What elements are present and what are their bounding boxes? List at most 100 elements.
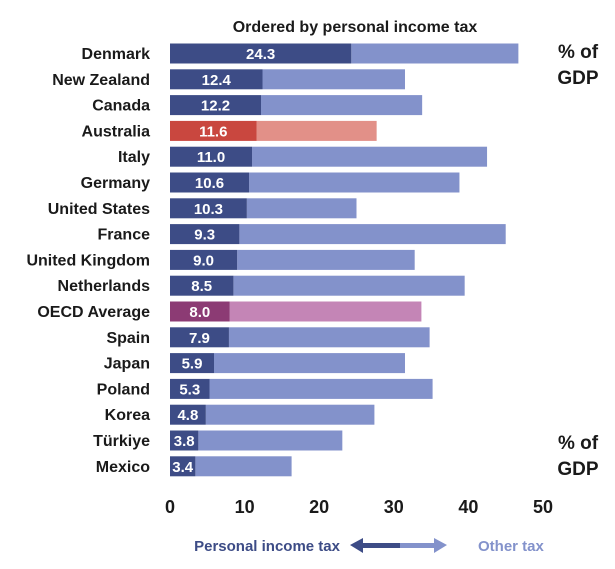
- data-label: 7.9: [189, 330, 210, 347]
- bar-other-tax: [261, 95, 423, 116]
- data-label: 11.0: [197, 149, 225, 166]
- bar-other-tax: [252, 146, 488, 167]
- bar-personal-income-tax: [170, 301, 230, 322]
- legend-personal-income-tax: Personal income tax: [194, 538, 341, 555]
- bar-other-tax: [209, 378, 433, 399]
- bar-other-tax: [195, 456, 292, 477]
- data-label: 5.3: [179, 381, 200, 398]
- tick-label: 20: [309, 497, 329, 517]
- chart-title: Ordered by personal income tax: [233, 19, 478, 36]
- bar-personal-income-tax: [170, 430, 199, 451]
- bar-personal-income-tax: [170, 146, 253, 167]
- bar-row-united-states: United States 10.3: [48, 198, 357, 219]
- data-label: 4.8: [177, 407, 198, 424]
- bar-rows: Denmark 24.3 New Zealand 12.4 Canada 12.2 Aust…: [26, 43, 519, 477]
- bar-personal-income-tax: [170, 69, 263, 90]
- data-label: 24.3: [246, 46, 275, 63]
- bar-row-germany: Germany 10.6: [81, 172, 460, 193]
- data-label: 3.8: [174, 433, 195, 450]
- bar-personal-income-tax: [170, 198, 247, 219]
- bar-row-france: France 9.3: [98, 224, 506, 245]
- category-label: Spain: [106, 330, 150, 347]
- bar-other-tax: [229, 301, 422, 322]
- tick-label: 30: [384, 497, 404, 517]
- bar-other-tax: [256, 120, 377, 141]
- bar-other-tax: [205, 404, 375, 425]
- bar-row-netherlands: Netherlands 8.5: [58, 275, 465, 296]
- bar-row-t-rkiye: Türkiye 3.8: [93, 430, 343, 451]
- unit-label-top-line2: GDP: [557, 68, 599, 89]
- unit-label-top-line1: % of: [558, 42, 599, 63]
- category-label: Poland: [97, 381, 150, 398]
- data-label: 10.6: [195, 175, 224, 192]
- data-label: 9.3: [194, 227, 215, 244]
- bar-row-oecd-average: OECD Average 8.0: [37, 301, 422, 322]
- bar-personal-income-tax: [170, 327, 229, 348]
- category-label: Japan: [104, 356, 150, 373]
- bar-other-tax: [246, 198, 357, 219]
- tick-label: 40: [458, 497, 478, 517]
- data-label: 12.2: [201, 98, 230, 115]
- bar-personal-income-tax: [170, 249, 238, 270]
- legend-other-tax: Other tax: [478, 538, 545, 555]
- legend-arrow-personal-icon: [350, 538, 400, 553]
- tick-label: 10: [235, 497, 255, 517]
- bar-row-new-zealand: New Zealand 12.4: [52, 69, 405, 90]
- bar-personal-income-tax: [170, 120, 257, 141]
- category-label: France: [98, 227, 151, 244]
- bar-row-mexico: Mexico 3.4: [96, 456, 292, 477]
- category-label: Germany: [81, 175, 150, 192]
- bar-row-poland: Poland 5.3: [97, 378, 433, 399]
- bar-row-spain: Spain 7.9: [106, 327, 430, 348]
- bar-other-tax: [351, 43, 519, 64]
- unit-label-bottom: % of GDP: [557, 433, 599, 480]
- x-axis-ticks: 0 10 20 30 40 50: [165, 497, 553, 517]
- bar-other-tax: [228, 327, 430, 348]
- bar-row-italy: Italy 11.0: [118, 146, 488, 167]
- bar-row-united-kingdom: United Kingdom 9.0: [26, 249, 415, 270]
- category-label: Korea: [105, 407, 150, 424]
- bar-other-tax: [262, 69, 405, 90]
- bar-other-tax: [249, 172, 460, 193]
- data-label: 9.0: [193, 252, 214, 269]
- category-label: New Zealand: [52, 72, 150, 89]
- bar-other-tax: [237, 249, 415, 270]
- bar-other-tax: [239, 224, 506, 245]
- bar-other-tax: [233, 275, 465, 296]
- category-label: Mexico: [96, 459, 150, 476]
- category-label: Italy: [118, 149, 150, 166]
- category-label: United States: [48, 201, 150, 218]
- data-label: 11.6: [199, 123, 227, 140]
- unit-label-bottom-line2: GDP: [557, 459, 599, 480]
- bar-personal-income-tax: [170, 456, 196, 477]
- category-label: United Kingdom: [26, 252, 150, 269]
- unit-label-bottom-line1: % of: [558, 433, 599, 454]
- bar-row-denmark: Denmark 24.3: [82, 43, 519, 64]
- category-label: Canada: [92, 98, 150, 115]
- bar-other-tax: [198, 430, 343, 451]
- bar-other-tax: [214, 353, 405, 374]
- data-label: 5.9: [182, 356, 203, 373]
- data-label: 10.3: [194, 201, 223, 218]
- bar-row-korea: Korea 4.8: [105, 404, 375, 425]
- category-label: Türkiye: [93, 433, 150, 450]
- legend-arrow-icon: [350, 538, 447, 553]
- data-label: 12.4: [202, 72, 232, 89]
- bar-personal-income-tax: [170, 95, 262, 116]
- category-label: OECD Average: [37, 304, 150, 321]
- bar-row-japan: Japan 5.9: [104, 353, 405, 374]
- tick-label: 0: [165, 497, 175, 517]
- bar-row-australia: Australia 11.6: [82, 120, 377, 141]
- data-label: 8.0: [189, 304, 210, 321]
- bar-personal-income-tax: [170, 353, 215, 374]
- bar-row-canada: Canada 12.2: [92, 95, 423, 116]
- bar-personal-income-tax: [170, 172, 250, 193]
- category-label: Australia: [82, 123, 151, 140]
- bar-personal-income-tax: [170, 378, 210, 399]
- bar-personal-income-tax: [170, 43, 352, 64]
- tick-label: 50: [533, 497, 553, 517]
- legend: Personal income tax Other tax: [194, 538, 545, 555]
- unit-label-top: % of GDP: [557, 42, 599, 89]
- data-label: 8.5: [191, 278, 212, 295]
- bar-personal-income-tax: [170, 275, 234, 296]
